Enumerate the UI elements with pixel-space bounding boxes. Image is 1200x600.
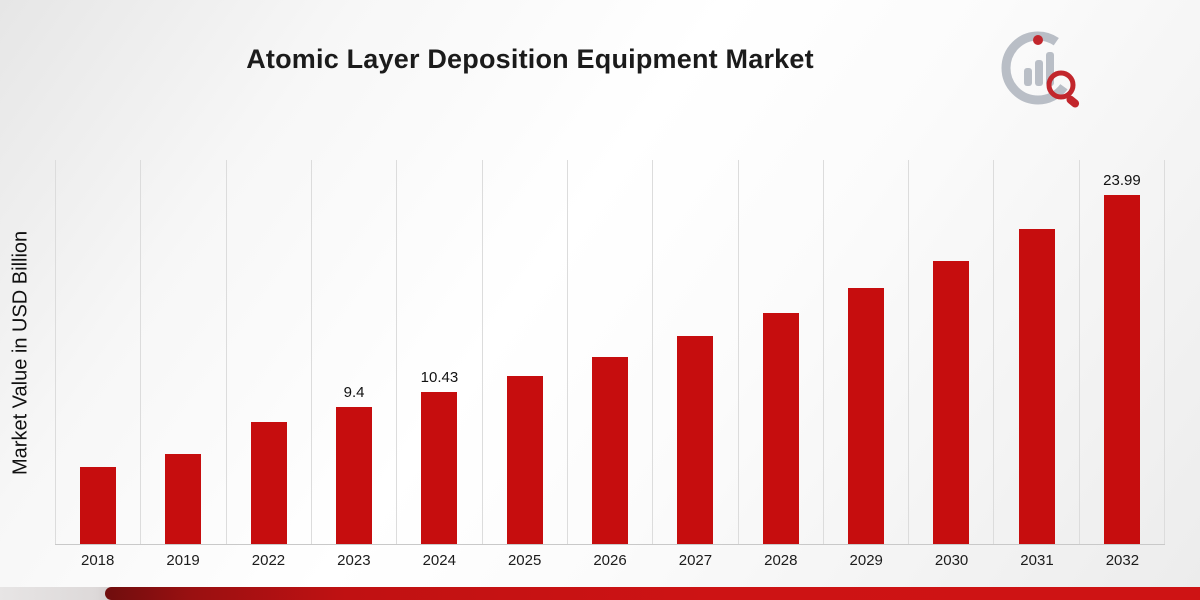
x-tick-label: 2030 xyxy=(934,552,969,569)
bar-value-label: 10.43 xyxy=(420,369,459,386)
bar-column: 9.4 xyxy=(310,160,396,544)
bar-value-label: 9.4 xyxy=(343,384,365,401)
x-tick-label: 2029 xyxy=(849,552,883,569)
bar-column xyxy=(566,160,652,544)
bar-column xyxy=(737,160,823,544)
bar-column: 23.99 xyxy=(1078,160,1166,544)
bar-2028 xyxy=(762,313,799,544)
x-tick-label: 2031 xyxy=(1020,552,1054,569)
logo-dot xyxy=(1033,35,1043,45)
x-tick-label: 2023 xyxy=(337,552,371,569)
bar-2024 xyxy=(421,392,458,544)
bar-column xyxy=(993,160,1078,544)
bar-2026 xyxy=(592,357,629,544)
bar-2027 xyxy=(677,336,714,544)
bar-column xyxy=(908,160,993,544)
x-tick-label: 2027 xyxy=(678,552,713,569)
y-axis-label: Market Value in USD Billion xyxy=(9,230,32,475)
bottom-accent-strip xyxy=(105,587,1200,600)
bar-2029 xyxy=(847,288,884,544)
x-tick-label: 2025 xyxy=(507,552,542,569)
bar-chart-plot-area: 9.4 10.43 23.99 xyxy=(55,160,1166,545)
x-tick-label: 2032 xyxy=(1105,552,1140,569)
bar-column xyxy=(481,160,567,544)
bar-column xyxy=(225,160,311,544)
x-tick-label: 2024 xyxy=(422,552,456,569)
bar-2030 xyxy=(933,261,970,544)
bar-2023 xyxy=(336,407,373,544)
chart-title: Atomic Layer Deposition Equipment Market xyxy=(246,44,814,74)
x-axis-tick-labels: 2018 2019 2022 2023 2024 2025 2026 2027 2028 2029… xyxy=(55,552,1165,569)
bar-2025 xyxy=(506,376,543,544)
bar-2032 xyxy=(1103,195,1140,544)
bar-column xyxy=(652,160,737,544)
bar-value-label: 23.99 xyxy=(1103,172,1141,189)
bar-column xyxy=(822,160,908,544)
bar-2031 xyxy=(1018,229,1055,544)
market-research-future-logo xyxy=(1001,31,1080,108)
bar-column xyxy=(55,160,140,544)
x-tick-label: 2018 xyxy=(81,552,115,569)
bar-column: 10.43 xyxy=(396,160,481,544)
bar-2019 xyxy=(165,454,202,544)
bar-column xyxy=(140,160,225,544)
bar-2022 xyxy=(250,422,287,544)
x-tick-label: 2026 xyxy=(593,552,627,569)
bar-2018 xyxy=(80,467,117,544)
x-tick-label: 2022 xyxy=(251,552,286,569)
x-tick-label: 2028 xyxy=(764,552,798,569)
logo-magnifier-icon xyxy=(1046,70,1080,108)
x-tick-label: 2019 xyxy=(166,552,200,569)
